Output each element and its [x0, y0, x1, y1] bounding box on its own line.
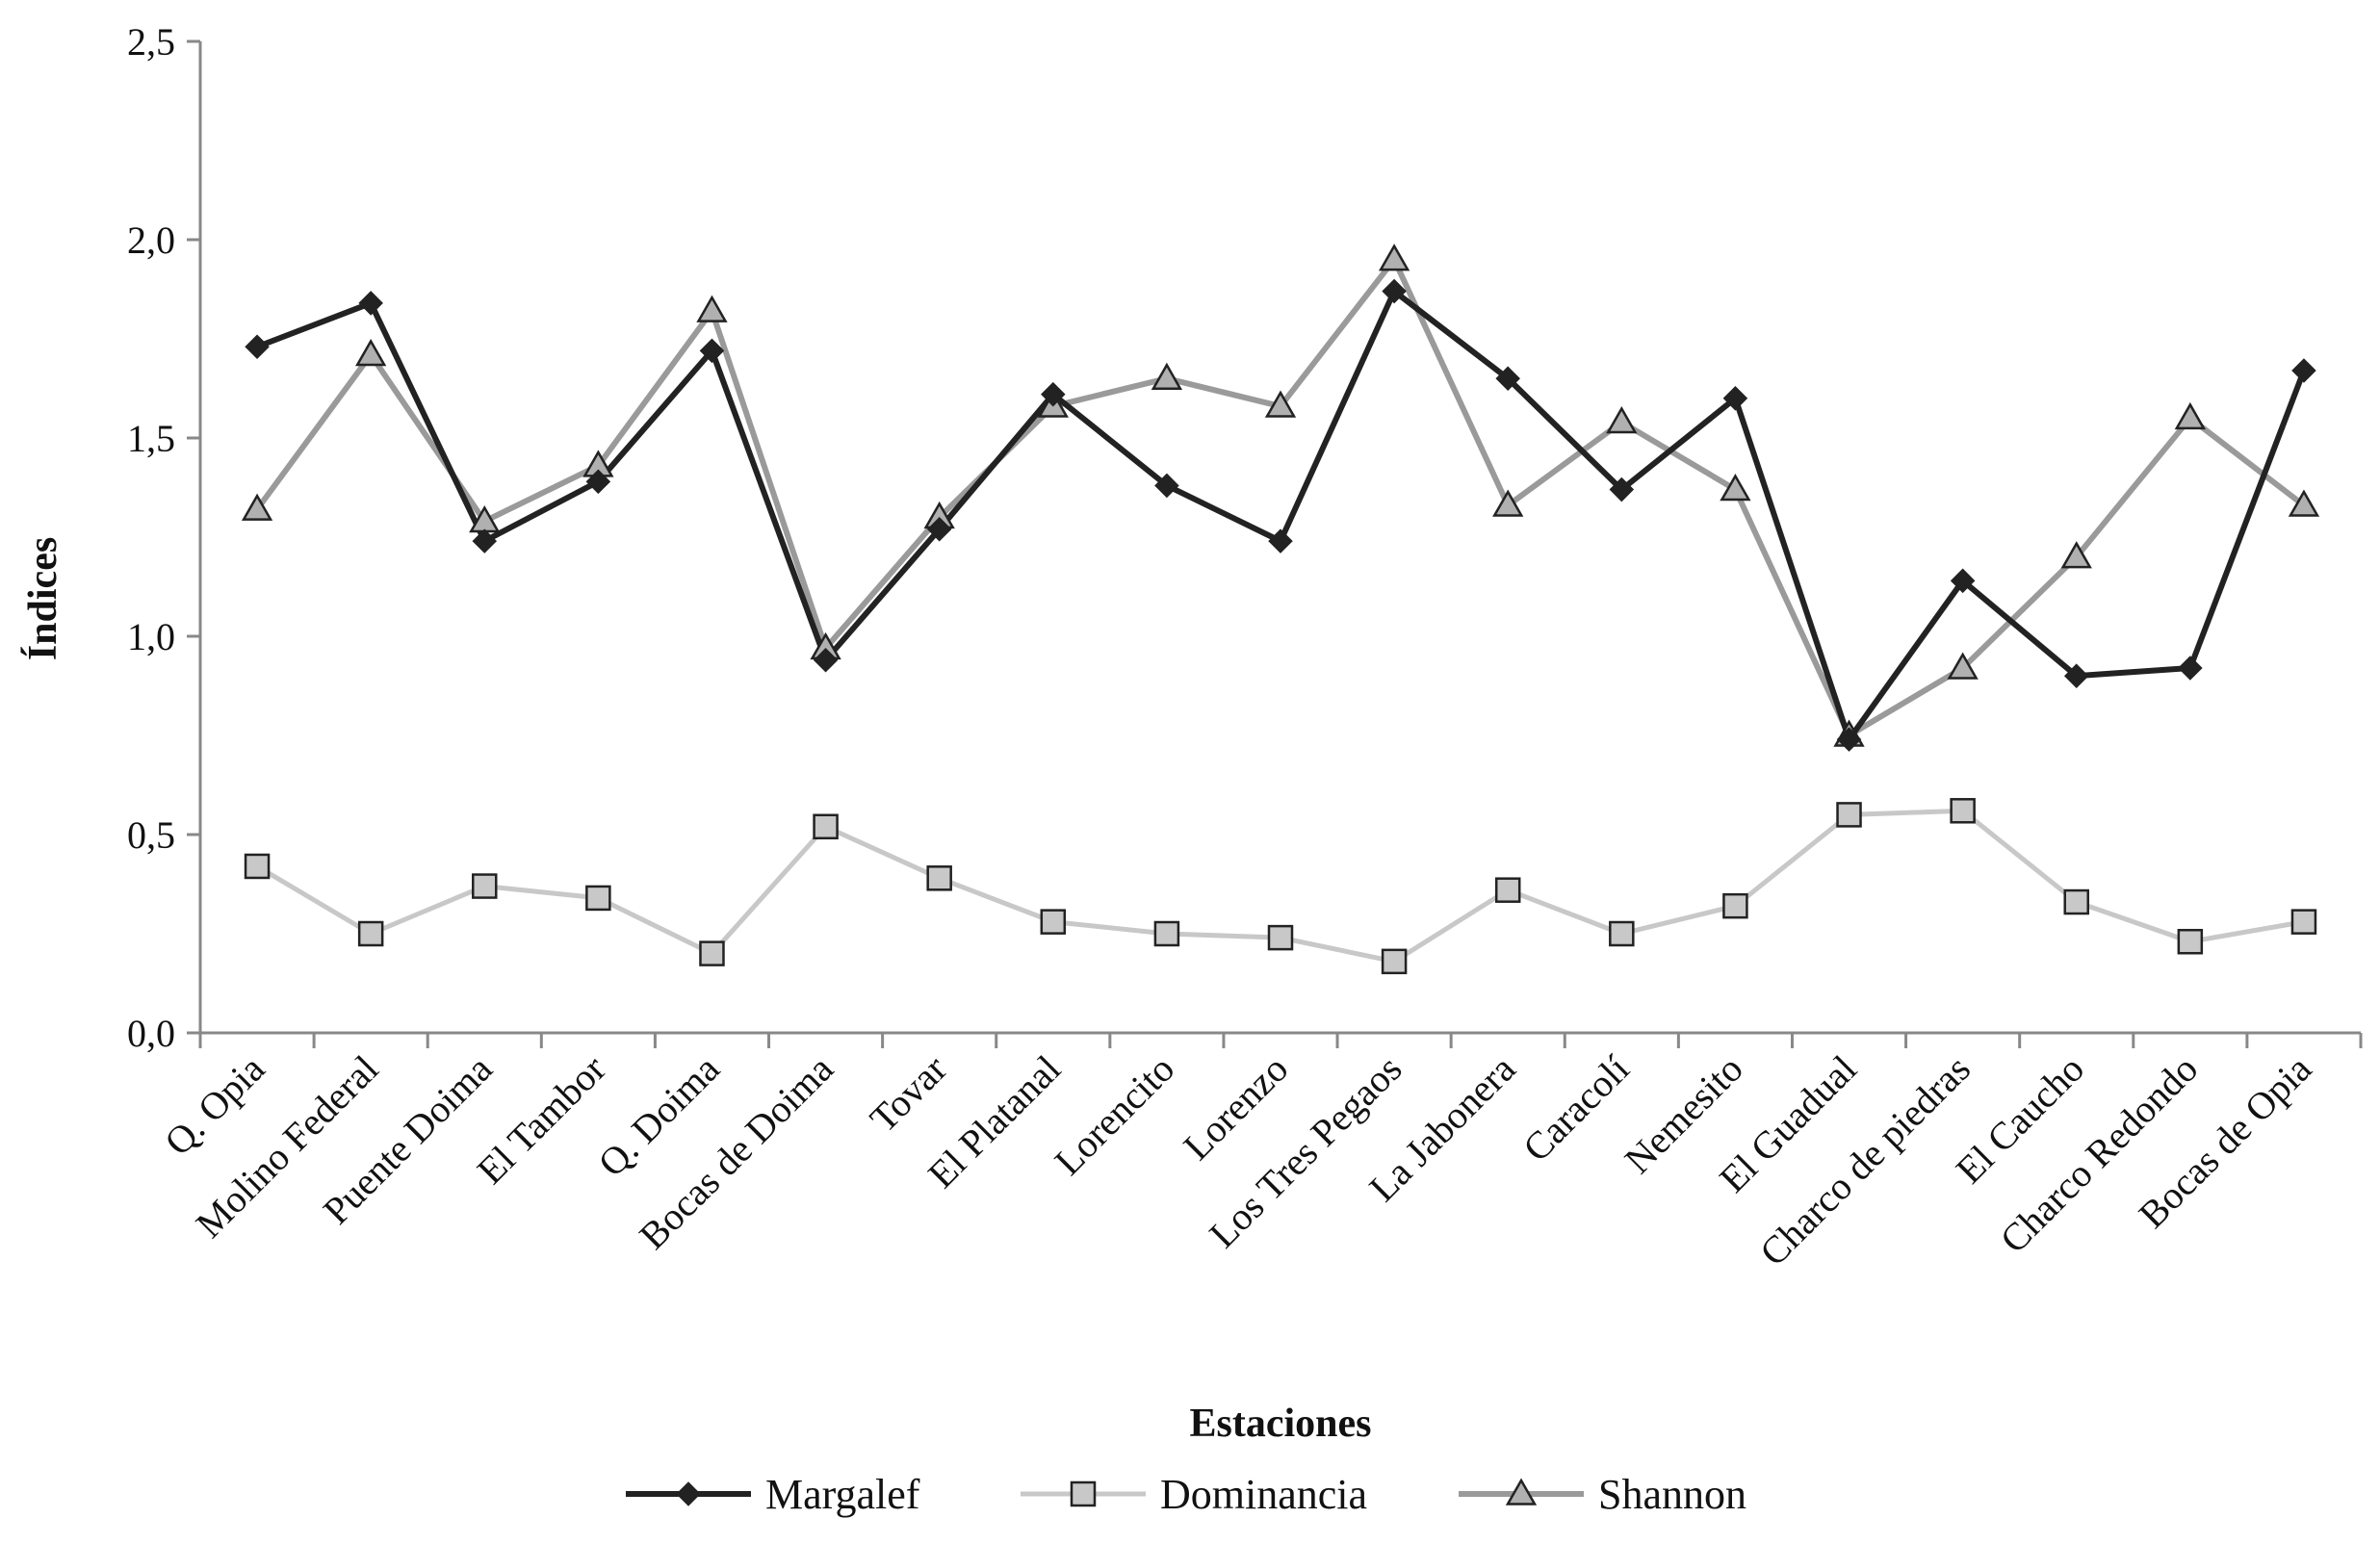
data-point-shannon [1151, 362, 1183, 390]
legend-label: Shannon [1598, 1471, 1746, 1518]
data-point-margalef [1609, 476, 1635, 502]
data-point-margalef [245, 334, 270, 360]
data-point-shannon [696, 295, 728, 322]
data-point-margalef [1495, 366, 1520, 391]
data-point-margalef [585, 469, 611, 495]
data-point-dominancia [585, 885, 611, 912]
data-point-shannon [1492, 489, 1524, 517]
data-point-margalef [472, 528, 498, 553]
data-point-margalef [699, 338, 725, 364]
y-tick-label: 2,0 [127, 219, 175, 262]
data-point-dominancia [2063, 888, 2089, 915]
data-point-margalef [1268, 528, 1293, 553]
data-point-margalef [358, 291, 383, 316]
data-point-margalef [1950, 568, 1976, 594]
y-tick-label: 1,5 [127, 417, 175, 460]
data-point-dominancia [1040, 909, 1067, 935]
data-point-dominancia [2177, 928, 2204, 955]
x-axis-title: Estaciones [1190, 1402, 1372, 1446]
data-point-dominancia [1153, 920, 1180, 947]
legend: Margalef Dominancia Shannon [626, 1471, 1746, 1518]
x-tick-label: Los Tres Pegaos [1201, 1047, 1410, 1256]
y-axis-title: Índices [20, 537, 65, 660]
data-point-margalef [1722, 386, 1748, 411]
data-point-margalef [1041, 381, 1066, 407]
x-tick-label: Lorencito [1046, 1047, 1182, 1184]
x-tick-label: Tovar [862, 1047, 955, 1141]
data-point-shannon [1606, 406, 1638, 434]
legend-item-shannon: Shannon [1459, 1471, 1746, 1518]
legend-item-dominancia: Dominancia [1021, 1471, 1367, 1518]
data-point-dominancia [813, 813, 839, 840]
x-tick-label: Bocas de Doima [631, 1046, 841, 1257]
data-point-shannon [2060, 541, 2092, 569]
legend-label: Dominancia [1160, 1471, 1367, 1518]
legend-label: Margalef [765, 1471, 920, 1518]
y-tick-label: 0,0 [127, 1012, 175, 1055]
data-point-shannon [1378, 244, 1410, 271]
data-point-dominancia [1722, 892, 1748, 919]
data-point-margalef [926, 516, 952, 542]
data-point-dominancia [1950, 798, 1976, 824]
y-tick-label: 2,5 [127, 20, 175, 64]
data-point-dominancia [472, 873, 498, 899]
data-point-dominancia [1494, 877, 1521, 903]
data-point-margalef [1382, 278, 1407, 304]
data-point-dominancia [244, 853, 271, 880]
data-point-shannon [2174, 401, 2206, 430]
series-line-margalef [255, 288, 2307, 743]
y-tick-label: 0,5 [127, 813, 175, 857]
data-point-dominancia [926, 865, 952, 891]
legend-marker [676, 1481, 701, 1506]
x-tick-label: Charco de piedras [1751, 1047, 1979, 1274]
legend-marker [1070, 1480, 1097, 1507]
data-point-margalef [2291, 358, 2316, 383]
data-point-dominancia [1609, 920, 1635, 947]
data-point-shannon [2288, 489, 2320, 517]
data-point-dominancia [2290, 909, 2317, 935]
data-point-margalef [2178, 656, 2203, 681]
series-markers [241, 244, 2320, 975]
y-tick-label: 1,0 [127, 615, 175, 658]
series-lines [254, 256, 2307, 965]
data-point-dominancia [1836, 802, 1862, 828]
data-point-shannon [355, 338, 387, 367]
data-point-shannon [1264, 390, 1297, 418]
data-point-dominancia [1267, 924, 1294, 951]
data-point-margalef [813, 647, 839, 673]
data-point-margalef [1154, 473, 1179, 499]
data-point-dominancia [699, 940, 725, 966]
data-point-margalef [2063, 663, 2089, 688]
data-point-margalef [1836, 727, 1862, 752]
data-point-dominancia [1381, 948, 1408, 975]
x-tick-label: Charco Redondo [1992, 1047, 2207, 1262]
legend-item-margalef: Margalef [626, 1471, 920, 1518]
labels: Estaciones Índices [20, 537, 1372, 1446]
legend-marker [1505, 1478, 1538, 1505]
data-point-shannon [1947, 652, 1979, 680]
data-point-dominancia [357, 920, 384, 947]
data-point-shannon [1720, 474, 1751, 502]
data-point-shannon [241, 493, 273, 521]
